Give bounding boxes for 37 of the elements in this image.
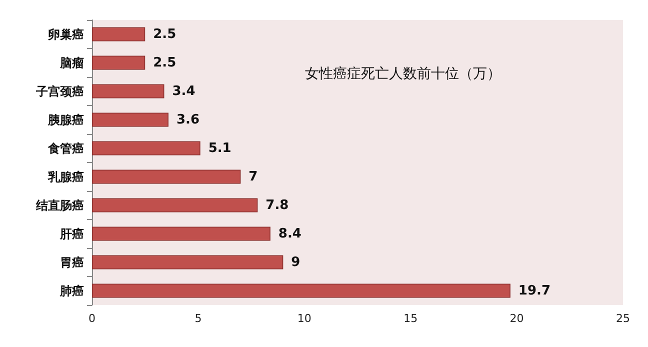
y-tick-label: 结直肠癌	[35, 198, 84, 212]
data-label: 7.8	[266, 198, 289, 213]
data-label: 19.7	[518, 283, 551, 298]
y-tick-label: 肺癌	[59, 284, 84, 298]
y-tick-label: 脑瘤	[59, 56, 84, 70]
x-tick-label: 0	[88, 312, 96, 325]
bar	[92, 284, 510, 298]
data-label: 2.5	[153, 26, 176, 42]
data-label: 3.4	[172, 84, 196, 99]
bar	[92, 84, 164, 98]
x-tick-label: 5	[194, 312, 202, 325]
bar	[92, 170, 241, 184]
y-tick-label: 食管癌	[47, 141, 84, 156]
data-label: 9	[291, 254, 300, 270]
x-tick-label: 20	[510, 312, 524, 325]
y-tick-label: 胰腺癌	[47, 112, 84, 127]
y-tick-label: 胃癌	[60, 255, 84, 270]
data-label: 7	[248, 169, 258, 184]
text: 女性癌症死亡人数前十位（万）	[305, 66, 501, 82]
data-label: 8.4	[278, 226, 302, 242]
y-tick-label: 子宫颈癌	[35, 84, 84, 98]
x-tick-label: 15	[404, 312, 418, 325]
bar	[92, 112, 168, 127]
data-label: 2.5	[153, 55, 176, 70]
x-tick-label: 25	[616, 312, 630, 325]
bar	[92, 27, 146, 42]
data-label: 5.1	[208, 140, 232, 156]
y-tick-label: 肝癌	[59, 226, 84, 241]
y-tick-label: 乳腺癌	[47, 170, 84, 184]
y-tick-label: 卵巢癌	[47, 27, 84, 42]
bar	[92, 255, 284, 270]
bar	[92, 226, 270, 241]
data-label: 3.6	[176, 112, 200, 128]
bar	[92, 198, 258, 212]
x-tick-label: 10	[297, 312, 312, 325]
bar	[92, 141, 200, 156]
bar	[92, 56, 146, 70]
